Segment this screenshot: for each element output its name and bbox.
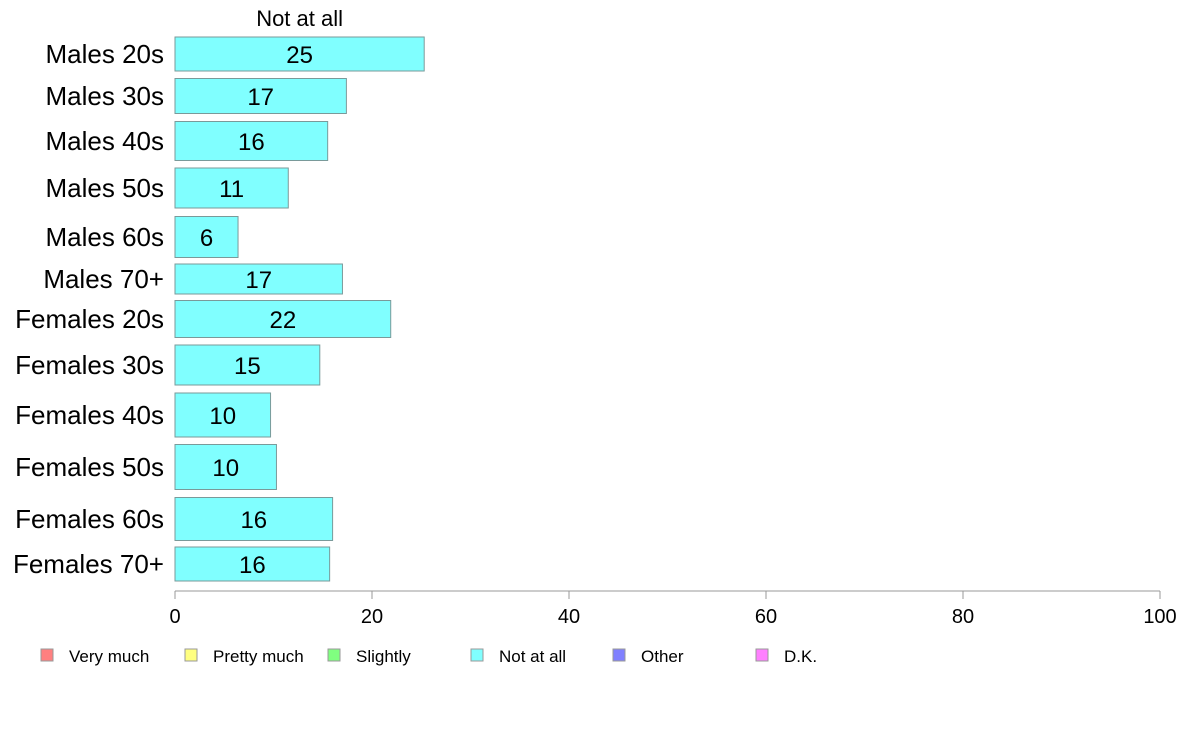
bar-value-label: 25 bbox=[286, 42, 313, 69]
bar-value-label: 6 bbox=[200, 225, 213, 252]
category-label: Males 40s bbox=[46, 126, 165, 156]
bar bbox=[174, 546, 331, 582]
legend-label: Slightly bbox=[356, 647, 411, 666]
bar-value-label: 16 bbox=[239, 552, 266, 579]
series-header: Not at all bbox=[256, 6, 343, 31]
bar-value-label: 10 bbox=[209, 403, 236, 430]
x-tick-label: 60 bbox=[755, 606, 777, 628]
bar bbox=[174, 392, 272, 438]
category-label: Males 20s bbox=[46, 39, 165, 69]
category-labels: Males 20s Males 30s Males 40s Males 50s Male… bbox=[13, 39, 164, 579]
category-label: Males 70+ bbox=[43, 264, 164, 294]
x-tick-label: 20 bbox=[361, 606, 383, 628]
category-label: Females 50s bbox=[15, 452, 164, 482]
legend-swatch bbox=[40, 648, 54, 662]
category-label: Females 20s bbox=[15, 304, 164, 334]
legend-swatch bbox=[612, 648, 626, 662]
x-tick-label: 100 bbox=[1143, 606, 1176, 628]
category-label: Females 40s bbox=[15, 400, 164, 430]
category-label: Females 60s bbox=[15, 504, 164, 534]
legend-swatch bbox=[184, 648, 198, 662]
legend-label: Not at all bbox=[499, 647, 566, 666]
bar-value-label: 17 bbox=[247, 84, 274, 111]
bar-value-label: 17 bbox=[245, 267, 272, 294]
legend-label: D.K. bbox=[784, 647, 817, 666]
category-label: Males 50s bbox=[46, 173, 165, 203]
bar-value-label: 16 bbox=[240, 507, 267, 534]
legend-label: Very much bbox=[69, 647, 149, 666]
x-tick-label: 0 bbox=[169, 606, 180, 628]
bar bbox=[174, 167, 289, 209]
category-label: Females 70+ bbox=[13, 549, 164, 579]
x-axis: 0 20 40 60 80 100 bbox=[169, 590, 1177, 628]
legend-swatch bbox=[470, 648, 484, 662]
legend-swatch bbox=[327, 648, 341, 662]
bar bbox=[174, 300, 392, 338]
legend-label: Pretty much bbox=[213, 647, 304, 666]
x-tick-label: 40 bbox=[558, 606, 580, 628]
legend-label: Other bbox=[641, 647, 684, 666]
bar bbox=[174, 497, 334, 541]
bar-value-label: 16 bbox=[238, 129, 265, 156]
category-label: Males 60s bbox=[46, 222, 165, 252]
legend: Very much Pretty much Slightly Not at all Ot… bbox=[40, 647, 817, 666]
bar-value-label: 11 bbox=[219, 176, 244, 203]
bar-value-label: 22 bbox=[270, 307, 297, 334]
legend-swatch bbox=[755, 648, 769, 662]
bar bbox=[174, 36, 425, 72]
category-label: Males 30s bbox=[46, 81, 165, 111]
bar bbox=[174, 263, 343, 295]
bar bbox=[174, 344, 321, 386]
bar bbox=[174, 121, 329, 161]
bar bbox=[174, 216, 239, 258]
bar-value-label: 10 bbox=[212, 455, 239, 482]
bar bbox=[174, 78, 347, 114]
x-tick-label: 80 bbox=[952, 606, 974, 628]
bar-value-label: 15 bbox=[234, 353, 261, 380]
bar bbox=[174, 444, 277, 490]
category-label: Females 30s bbox=[15, 350, 164, 380]
